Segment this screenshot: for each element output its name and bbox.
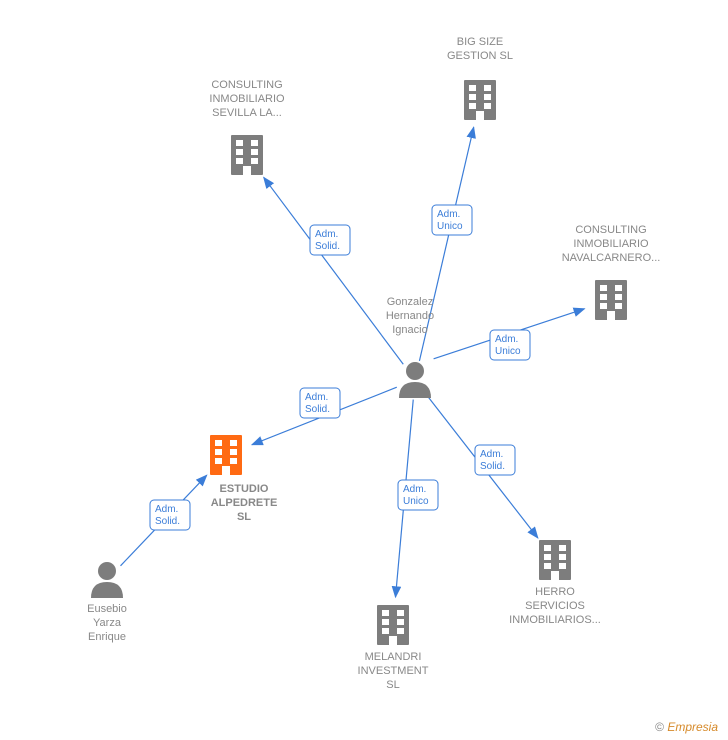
building-icon xyxy=(595,280,627,320)
svg-text:Unico: Unico xyxy=(403,496,429,507)
node-label: HERRO xyxy=(535,586,575,598)
svg-text:Solid.: Solid. xyxy=(480,461,505,472)
person-node-n_eusebio[interactable] xyxy=(91,562,123,598)
person-icon xyxy=(399,362,431,398)
node-label: INVESTMENT xyxy=(358,665,429,677)
building-icon xyxy=(539,540,571,580)
node-label: Eusebio xyxy=(87,603,127,615)
person-node-n_gonzalez[interactable] xyxy=(399,362,431,398)
node-label: SEVILLA LA... xyxy=(212,107,282,119)
svg-text:Adm.: Adm. xyxy=(315,229,338,240)
svg-text:Adm.: Adm. xyxy=(403,484,426,495)
company-node-n_herro[interactable] xyxy=(539,540,571,580)
company-node-n_estudio[interactable] xyxy=(210,435,242,475)
edge-label: Adm.Solid. xyxy=(475,445,515,475)
network-graph: Adm.Solid.Adm.UnicoAdm.UnicoAdm.Solid.Ad… xyxy=(0,0,728,740)
node-label: INMOBILIARIO xyxy=(209,93,285,105)
svg-text:Solid.: Solid. xyxy=(305,404,330,415)
node-label: BIG SIZE xyxy=(457,36,503,48)
edge-label: Adm.Solid. xyxy=(300,388,340,418)
building-icon xyxy=(231,135,263,175)
node-label: INMOBILIARIOS... xyxy=(509,614,601,626)
edge-label: Adm.Unico xyxy=(398,480,438,510)
company-node-n_melandri[interactable] xyxy=(377,605,409,645)
node-label: Enrique xyxy=(88,631,126,643)
edge-label: Adm.Solid. xyxy=(150,500,190,530)
copyright-symbol: © xyxy=(655,720,664,734)
building-icon xyxy=(377,605,409,645)
node-label: Yarza xyxy=(93,617,122,629)
node-label: NAVALCARNERO... xyxy=(562,252,661,264)
edge-label: Adm.Unico xyxy=(490,330,530,360)
copyright-notice: © Empresia xyxy=(655,720,718,734)
node-label: SL xyxy=(386,679,399,691)
node-label: MELANDRI xyxy=(365,651,422,663)
svg-text:Unico: Unico xyxy=(437,221,463,232)
node-label: ALPEDRETE xyxy=(211,497,278,509)
svg-text:Adm.: Adm. xyxy=(480,449,503,460)
building-icon xyxy=(210,435,242,475)
node-label: GESTION SL xyxy=(447,50,513,62)
person-icon xyxy=(91,562,123,598)
edge-label: Adm.Solid. xyxy=(310,225,350,255)
company-node-n_consulting_naval[interactable] xyxy=(595,280,627,320)
svg-text:Adm.: Adm. xyxy=(495,334,518,345)
svg-text:Solid.: Solid. xyxy=(315,241,340,252)
node-label: SL xyxy=(237,511,251,523)
company-node-n_bigsize[interactable] xyxy=(464,80,496,120)
copyright-brand: Empresia xyxy=(667,720,718,734)
svg-text:Adm.: Adm. xyxy=(155,504,178,515)
node-label: Gonzalez xyxy=(387,296,433,308)
node-label: ESTUDIO xyxy=(220,483,269,495)
edge-label: Adm.Unico xyxy=(432,205,472,235)
svg-text:Adm.: Adm. xyxy=(437,209,460,220)
node-label: Hernando xyxy=(386,310,434,322)
svg-text:Unico: Unico xyxy=(495,346,521,357)
company-node-n_consulting_sevilla[interactable] xyxy=(231,135,263,175)
node-label: CONSULTING xyxy=(211,79,282,91)
edge-n_gonzalez-n_consulting_sevilla xyxy=(264,177,404,364)
node-label: CONSULTING xyxy=(575,224,646,236)
building-icon xyxy=(464,80,496,120)
svg-text:Solid.: Solid. xyxy=(155,516,180,527)
svg-text:Adm.: Adm. xyxy=(305,392,328,403)
node-label: INMOBILIARIO xyxy=(573,238,649,250)
node-label: SERVICIOS xyxy=(525,600,585,612)
node-label: Ignacio xyxy=(392,324,427,336)
